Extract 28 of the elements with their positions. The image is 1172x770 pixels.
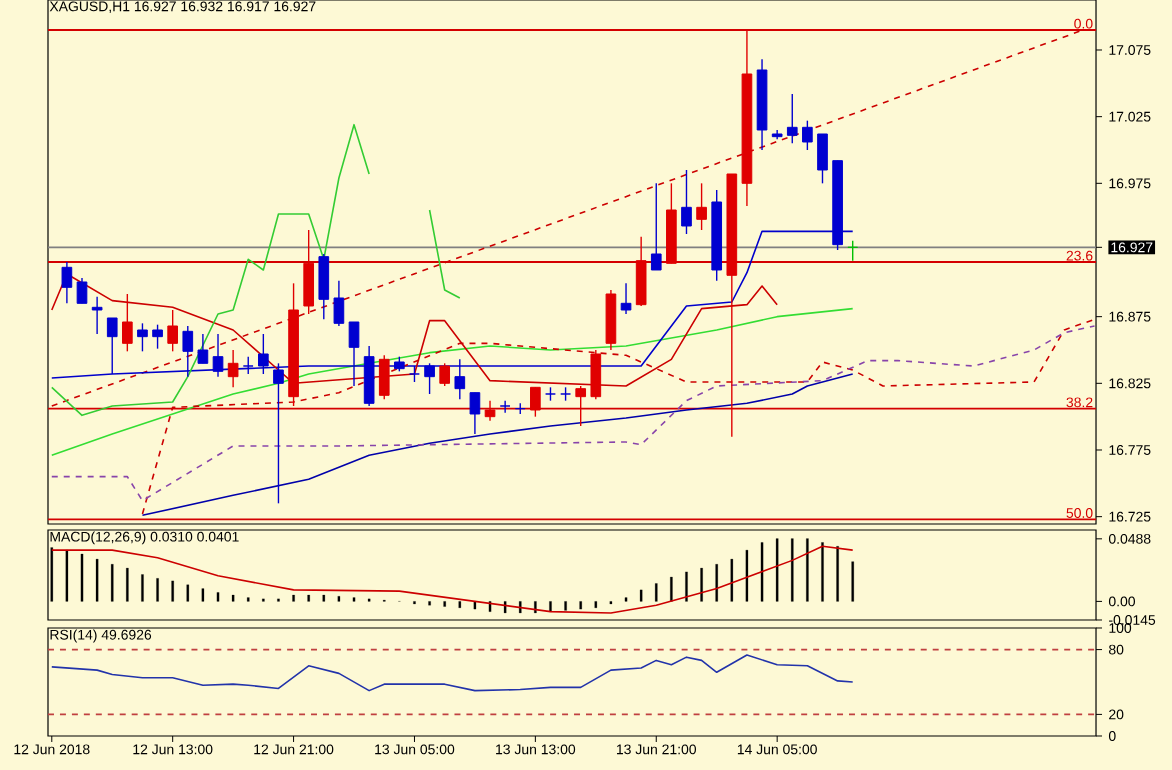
candlestick [137,322,148,353]
candlestick [61,261,73,305]
candlestick [590,349,602,401]
candlestick [91,295,103,335]
candlestick [696,182,707,231]
line-series [50,307,854,457]
candlestick [469,391,481,435]
candlestick [76,277,88,305]
candlestick [318,253,330,321]
line-series [50,325,1096,502]
candlestick [786,93,798,145]
candlestick [167,309,179,353]
candlestick [847,239,859,262]
candlestick [227,349,239,389]
candlestick [499,399,511,414]
candlestick [802,119,813,151]
candlestick [681,169,692,235]
candlestick [817,133,828,185]
candlestick [620,282,632,315]
line-series [141,373,854,517]
line-series [50,654,854,692]
candlestick [197,333,209,365]
candlestick [378,354,390,401]
candlestick [152,323,163,350]
candlestick [333,279,345,327]
candlestick [439,362,451,387]
candlestick [122,293,133,353]
candlestick [650,182,662,271]
